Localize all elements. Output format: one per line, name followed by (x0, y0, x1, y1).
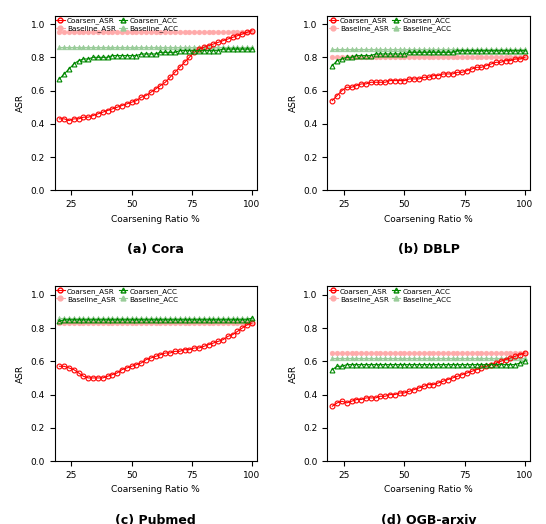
Y-axis label: ASR: ASR (16, 365, 25, 383)
Text: (a) Cora: (a) Cora (127, 243, 184, 256)
Text: (d) OGB-arxiv: (d) OGB-arxiv (381, 514, 476, 524)
Legend: Coarsen_ASR, Baseline_ASR, Coarsen_ACC, Baseline_ACC: Coarsen_ASR, Baseline_ASR, Coarsen_ACC, … (328, 16, 452, 32)
Legend: Coarsen_ASR, Baseline_ASR, Coarsen_ACC, Baseline_ACC: Coarsen_ASR, Baseline_ASR, Coarsen_ACC, … (55, 287, 179, 303)
X-axis label: Coarsening Ratio %: Coarsening Ratio % (384, 485, 473, 495)
X-axis label: Coarsening Ratio %: Coarsening Ratio % (111, 485, 200, 495)
Text: (b) DBLP: (b) DBLP (397, 243, 460, 256)
Y-axis label: ASR: ASR (289, 94, 298, 112)
X-axis label: Coarsening Ratio %: Coarsening Ratio % (384, 215, 473, 224)
Legend: Coarsen_ASR, Baseline_ASR, Coarsen_ACC, Baseline_ACC: Coarsen_ASR, Baseline_ASR, Coarsen_ACC, … (328, 287, 452, 303)
Y-axis label: ASR: ASR (16, 94, 25, 112)
Y-axis label: ASR: ASR (289, 365, 298, 383)
Text: (c) Pubmed: (c) Pubmed (115, 514, 196, 524)
Legend: Coarsen_ASR, Baseline_ASR, Coarsen_ACC, Baseline_ACC: Coarsen_ASR, Baseline_ASR, Coarsen_ACC, … (55, 16, 179, 32)
X-axis label: Coarsening Ratio %: Coarsening Ratio % (111, 215, 200, 224)
